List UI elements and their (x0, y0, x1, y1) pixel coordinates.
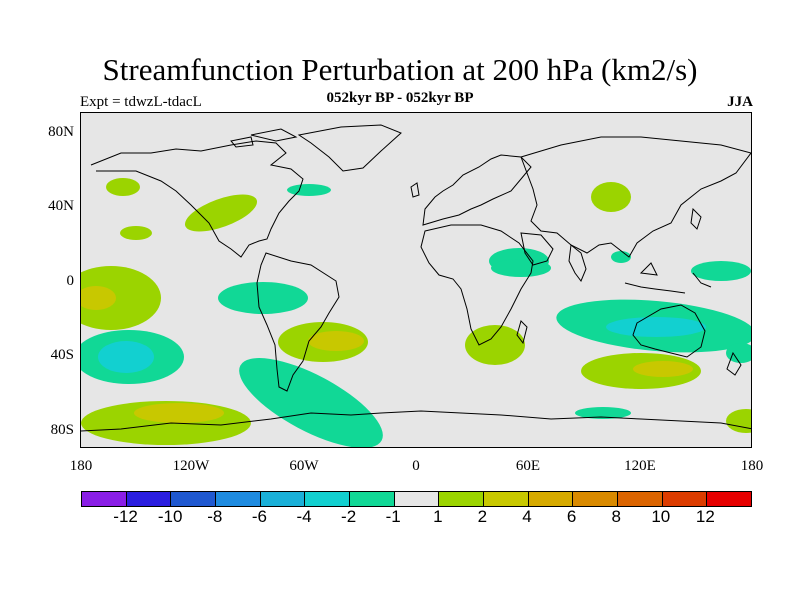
lon-label-180w: 180 (69, 458, 93, 474)
map-plot (80, 112, 752, 448)
colorbar-label: 4 (522, 507, 532, 526)
colorbar-label: 12 (695, 507, 715, 526)
colorbar-box (394, 492, 440, 506)
anomaly-southern-indian-ocean (575, 407, 631, 419)
coastline-japan (690, 207, 702, 230)
colorbar-label: -4 (296, 507, 312, 526)
lon-label-60w: 60W (289, 458, 319, 474)
anomaly-pacific-subtropic (120, 226, 152, 240)
colorbar-label: 8 (611, 507, 621, 526)
colorbar-label: 2 (477, 507, 488, 526)
colorbar-label: -2 (341, 507, 357, 526)
colorbar-label: -8 (207, 507, 223, 526)
experiment-label: Expt = tdwzL-tdacL (80, 94, 202, 110)
colorbar-box (439, 492, 485, 506)
lat-label-40n: 40N (48, 198, 74, 214)
anomaly-southeast-asia (611, 251, 631, 263)
page-title: Streamfunction Perturbation at 200 hPa (… (102, 52, 698, 87)
anomaly-siberia (591, 182, 631, 212)
anomaly-east-pacific-core (81, 286, 116, 310)
colorbar-label: 10 (651, 507, 671, 526)
coastline-madagascar (516, 320, 528, 345)
coastline-africa (420, 224, 534, 346)
colorbar-label: 1 (433, 507, 443, 526)
coastline-south-america (256, 252, 340, 392)
colorbar-box (260, 492, 306, 506)
colorbar (81, 491, 752, 507)
colorbar-label: -10 (157, 507, 183, 526)
anomaly-south-pacific-core (98, 341, 154, 373)
coastline-asia (520, 136, 751, 258)
lat-label-80s: 80S (50, 422, 74, 438)
colorbar-label: -6 (251, 507, 267, 526)
season-label: JJA (727, 94, 753, 110)
anomaly-southern-ocean-core (134, 403, 224, 423)
lat-label-0: 0 (66, 273, 75, 289)
subtitle: 052kyr BP - 052kyr BP (326, 90, 474, 106)
colorbar-box (82, 492, 127, 506)
colorbar-box (216, 492, 261, 506)
anomaly-south-atlantic-core (308, 331, 364, 351)
anomaly-southern-africa (465, 325, 525, 365)
map-canvas (81, 113, 751, 447)
anomaly-australia-core (606, 317, 706, 337)
coastline-india (568, 244, 587, 282)
colorbar-box (305, 492, 351, 506)
anomaly-east-pacific (81, 266, 161, 330)
colorbar-box (126, 492, 172, 506)
coastline-indonesia (624, 262, 712, 294)
colorbar-box (171, 492, 217, 506)
map-background (81, 113, 751, 447)
colorbar-box (662, 492, 708, 506)
anomaly-north-pacific (106, 178, 140, 196)
anomaly-north-america-west (184, 194, 258, 232)
colorbar-label: -1 (385, 507, 401, 526)
colorbar-box (707, 492, 752, 506)
colorbar-box (573, 492, 619, 506)
lat-label-80n: 80N (48, 124, 74, 140)
lon-label-0: 0 (412, 458, 420, 474)
coastlines (81, 124, 751, 432)
anomaly-north-atlantic (287, 184, 331, 196)
lon-label-120e: 120E (624, 458, 656, 474)
anomaly-arabia-east (491, 259, 551, 277)
coastline-arabia (520, 232, 554, 266)
coastline-australia (632, 304, 706, 358)
colorbar-box (618, 492, 663, 506)
lat-label-40s: 40S (50, 347, 74, 363)
anomaly-layer (81, 178, 751, 447)
coastline-arctic-islands (230, 128, 298, 148)
anomaly-south-indian-core (633, 361, 693, 377)
colorbar-box (528, 492, 574, 506)
lon-label-120w: 120W (172, 458, 210, 474)
lon-label-60e: 60E (515, 458, 541, 474)
colorbar-label: -12 (113, 507, 138, 526)
lon-label-180e: 180 (740, 458, 764, 474)
anomaly-drake-passage (239, 358, 383, 447)
colorbar-box (350, 492, 395, 506)
anomaly-southwest-pacific (726, 343, 751, 363)
coastline-greenland (297, 124, 402, 172)
anomaly-south-america (218, 282, 308, 314)
coastline-antarctica (81, 410, 751, 432)
anomaly-west-pacific (691, 261, 751, 281)
colorbar-box (484, 492, 529, 506)
colorbar-label: 6 (566, 507, 577, 526)
coastline-new-zealand (726, 351, 742, 376)
coastline-north-america (90, 140, 304, 258)
coastline-british-isles (410, 182, 420, 198)
